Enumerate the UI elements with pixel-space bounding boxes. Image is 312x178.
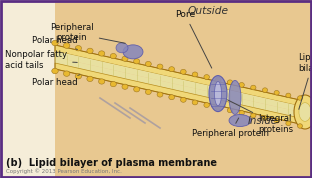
Polygon shape [55, 63, 300, 124]
Ellipse shape [204, 103, 209, 108]
Ellipse shape [274, 119, 279, 123]
Polygon shape [55, 45, 300, 106]
Ellipse shape [192, 100, 198, 105]
Ellipse shape [180, 69, 186, 74]
Ellipse shape [239, 83, 244, 87]
Ellipse shape [274, 90, 279, 95]
Ellipse shape [251, 113, 256, 118]
Text: Outside: Outside [188, 6, 228, 16]
Ellipse shape [262, 116, 268, 121]
Ellipse shape [122, 84, 128, 89]
Ellipse shape [216, 105, 221, 110]
Ellipse shape [216, 77, 221, 82]
Ellipse shape [52, 40, 58, 46]
Polygon shape [50, 0, 312, 178]
Ellipse shape [145, 89, 151, 95]
Ellipse shape [227, 80, 233, 85]
Polygon shape [55, 57, 300, 118]
Ellipse shape [63, 43, 70, 48]
Text: Integral
proteins: Integral proteins [227, 100, 293, 134]
Ellipse shape [204, 75, 209, 80]
Text: Peripheral
protein: Peripheral protein [50, 23, 125, 43]
Ellipse shape [286, 93, 291, 98]
Ellipse shape [294, 95, 312, 129]
Text: Peripheral protein: Peripheral protein [192, 118, 269, 138]
Ellipse shape [298, 124, 303, 128]
Ellipse shape [116, 43, 128, 53]
Text: (b)  Lipid bilayer of plasma membrane: (b) Lipid bilayer of plasma membrane [6, 158, 217, 168]
Ellipse shape [180, 97, 186, 102]
Ellipse shape [87, 76, 93, 82]
Ellipse shape [286, 121, 291, 126]
Polygon shape [0, 0, 55, 178]
Text: Pore: Pore [175, 10, 212, 68]
Ellipse shape [239, 111, 244, 115]
Ellipse shape [75, 74, 81, 79]
Ellipse shape [63, 71, 70, 76]
Ellipse shape [298, 96, 303, 100]
Ellipse shape [157, 64, 163, 69]
Text: Inside: Inside [248, 116, 278, 126]
Ellipse shape [123, 45, 143, 59]
Ellipse shape [99, 51, 105, 56]
Ellipse shape [99, 79, 105, 84]
Ellipse shape [110, 53, 116, 59]
Ellipse shape [251, 85, 256, 90]
Ellipse shape [145, 61, 151, 67]
Ellipse shape [299, 103, 311, 121]
Ellipse shape [169, 95, 174, 100]
Ellipse shape [227, 108, 233, 113]
Text: Polar head: Polar head [32, 36, 78, 50]
Polygon shape [55, 51, 300, 112]
Ellipse shape [262, 88, 268, 92]
Ellipse shape [157, 92, 163, 97]
Ellipse shape [110, 82, 116, 87]
Ellipse shape [52, 68, 58, 74]
Ellipse shape [122, 56, 128, 61]
Ellipse shape [215, 82, 222, 106]
Ellipse shape [169, 67, 174, 72]
Text: Copyright © 2013 Pearson Education, Inc.: Copyright © 2013 Pearson Education, Inc. [6, 168, 122, 174]
Ellipse shape [229, 80, 241, 114]
Text: Lipid
bilayer: Lipid bilayer [298, 53, 312, 109]
Text: Nonpolar fatty
acid tails: Nonpolar fatty acid tails [5, 50, 77, 70]
Ellipse shape [134, 59, 140, 64]
Text: Polar head: Polar head [32, 75, 80, 87]
Ellipse shape [229, 114, 251, 127]
Ellipse shape [134, 87, 140, 92]
Ellipse shape [209, 76, 227, 112]
Ellipse shape [192, 72, 198, 77]
Ellipse shape [75, 46, 81, 51]
Ellipse shape [87, 48, 93, 54]
